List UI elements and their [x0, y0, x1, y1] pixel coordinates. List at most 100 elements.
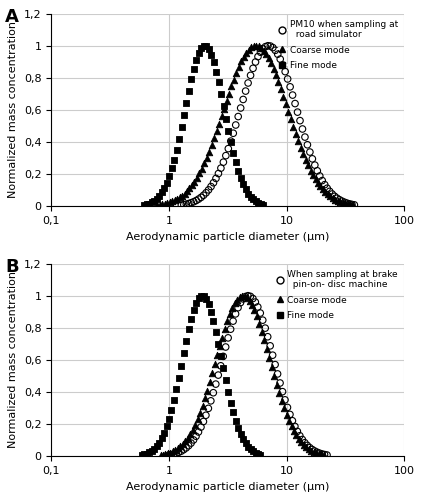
- Point: [225, 144, 232, 152]
- Point: [272, 360, 278, 368]
- Point: [313, 449, 320, 457]
- Point: [346, 200, 353, 208]
- Point: [291, 422, 298, 430]
- Point: [186, 86, 192, 94]
- Point: [246, 296, 253, 304]
- Point: [307, 148, 313, 156]
- Point: [343, 199, 350, 207]
- Point: [153, 442, 160, 450]
- Point: [291, 427, 297, 435]
- Point: [205, 300, 212, 308]
- Point: [146, 200, 153, 207]
- Point: [299, 436, 306, 444]
- Point: [179, 192, 185, 200]
- Point: [240, 96, 247, 104]
- Point: [242, 292, 249, 300]
- Point: [294, 108, 301, 116]
- Point: [178, 447, 184, 455]
- Point: [257, 48, 264, 56]
- Point: [183, 200, 190, 208]
- Point: [223, 98, 230, 106]
- Point: [232, 310, 239, 318]
- Point: [316, 172, 323, 180]
- Point: [158, 188, 165, 196]
- Point: [156, 438, 162, 446]
- Point: [245, 190, 252, 198]
- Point: [329, 190, 335, 198]
- Point: [269, 351, 276, 359]
- Point: [168, 450, 175, 458]
- Point: [198, 164, 205, 172]
- Point: [278, 396, 285, 404]
- Point: [277, 379, 283, 387]
- Point: [324, 451, 330, 459]
- Point: [210, 317, 217, 325]
- Point: [321, 180, 328, 188]
- Point: [236, 293, 243, 301]
- Point: [264, 345, 270, 353]
- Point: [227, 325, 234, 333]
- Point: [213, 68, 220, 76]
- Point: [248, 44, 255, 52]
- Point: [305, 445, 312, 453]
- Point: [242, 440, 249, 448]
- Point: [234, 296, 241, 304]
- Point: [322, 188, 329, 196]
- Point: [189, 181, 195, 189]
- Point: [334, 194, 341, 202]
- Point: [225, 334, 231, 342]
- Point: [174, 195, 181, 203]
- Point: [232, 121, 239, 129]
- Point: [240, 52, 247, 60]
- Point: [200, 292, 207, 300]
- Point: [324, 190, 331, 198]
- Point: [225, 388, 232, 396]
- Point: [285, 108, 292, 116]
- Point: [184, 434, 191, 442]
- Point: [158, 434, 165, 442]
- Point: [169, 198, 176, 205]
- Point: [209, 370, 216, 378]
- Point: [243, 48, 250, 56]
- Point: [257, 309, 264, 317]
- Point: [315, 450, 322, 458]
- Point: [297, 432, 303, 440]
- Point: [253, 42, 260, 50]
- Point: [320, 451, 327, 459]
- Point: [148, 447, 155, 455]
- Point: [161, 184, 168, 192]
- Point: [317, 182, 324, 190]
- Point: [171, 196, 178, 204]
- Point: [215, 78, 222, 86]
- Point: [166, 415, 173, 423]
- Point: [262, 324, 269, 332]
- Point: [335, 197, 341, 205]
- Point: [217, 342, 223, 350]
- Point: [231, 300, 238, 308]
- Point: [237, 430, 244, 438]
- Point: [203, 189, 209, 197]
- Point: [218, 112, 225, 120]
- Point: [288, 422, 295, 430]
- Legend: When sampling at brake
  pin-on- disc machine, Coarse mode, Fine mode: When sampling at brake pin-on- disc mach…: [274, 268, 400, 322]
- Y-axis label: Normalized mass concentration: Normalized mass concentration: [8, 272, 18, 448]
- X-axis label: Aerodynamic particle diameter (μm): Aerodynamic particle diameter (μm): [126, 232, 330, 241]
- Point: [204, 386, 211, 394]
- Point: [255, 199, 261, 207]
- Point: [336, 196, 343, 204]
- Point: [228, 82, 235, 90]
- Point: [208, 308, 214, 316]
- Point: [183, 98, 190, 106]
- Point: [314, 167, 321, 175]
- Point: [173, 386, 180, 394]
- Point: [318, 450, 324, 458]
- Point: [162, 450, 169, 458]
- Point: [220, 364, 227, 372]
- Point: [194, 415, 201, 423]
- Point: [164, 199, 170, 207]
- Point: [272, 46, 279, 54]
- Point: [258, 328, 265, 336]
- Point: [222, 343, 229, 351]
- Point: [260, 46, 267, 54]
- Point: [157, 200, 163, 208]
